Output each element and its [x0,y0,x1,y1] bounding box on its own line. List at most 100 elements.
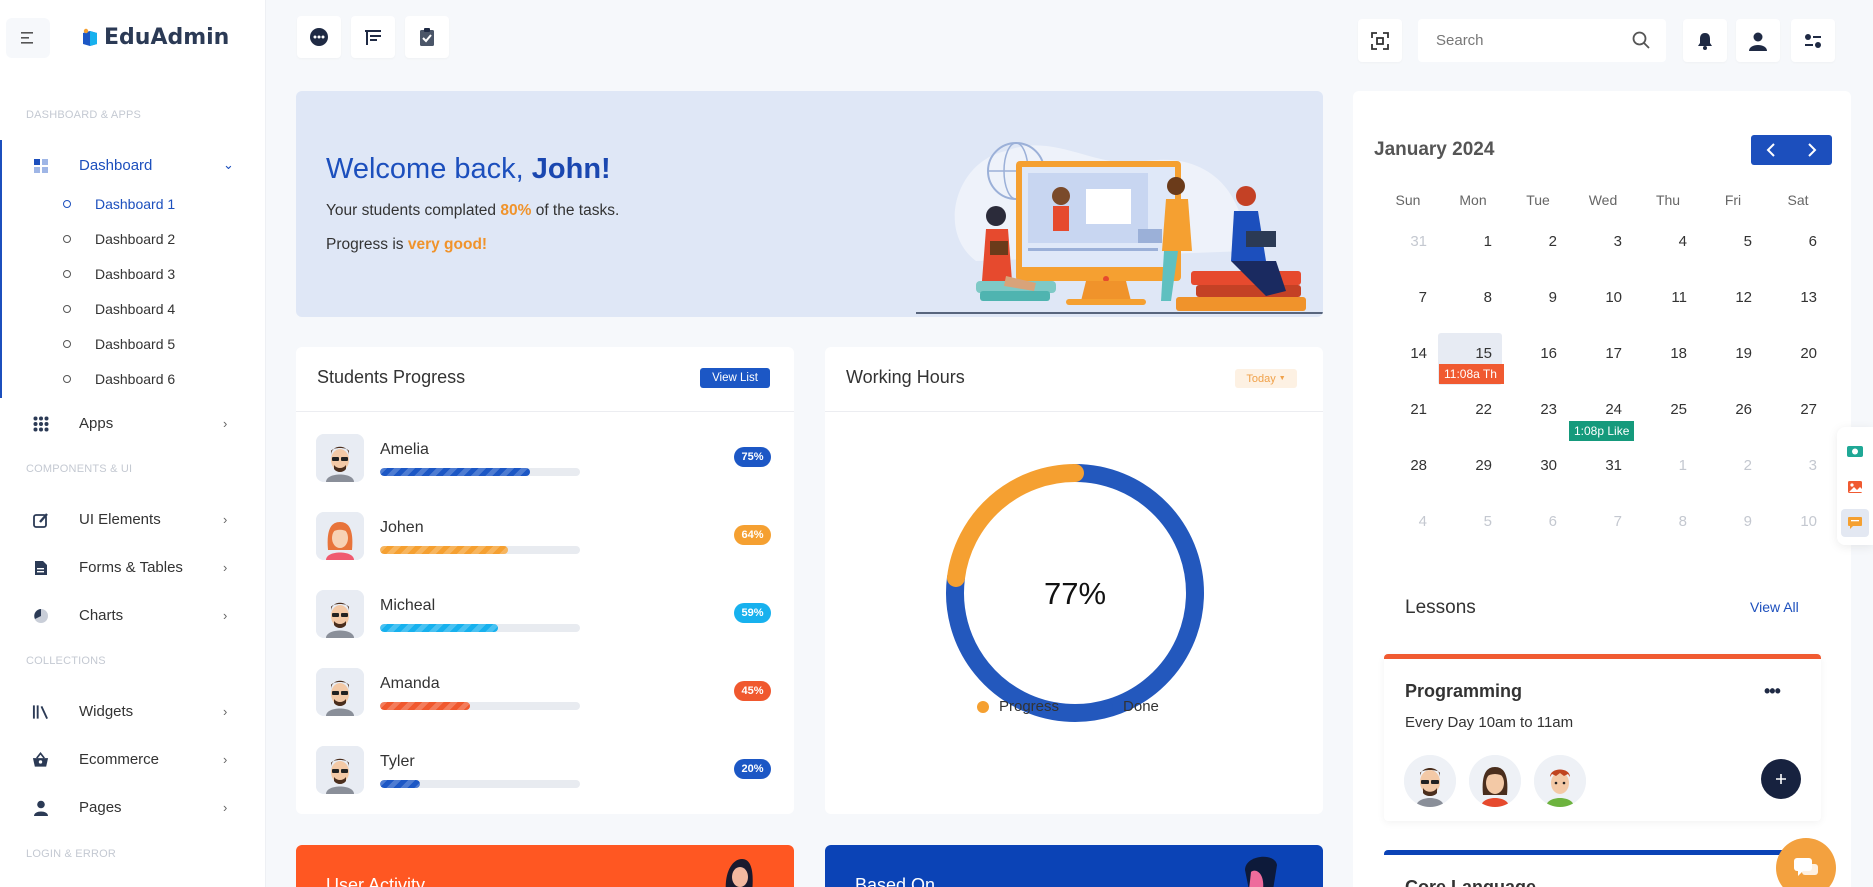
calendar-next-button[interactable] [1792,135,1833,165]
student-row[interactable]: Micheal 59% [316,590,776,640]
card-title: User Activity [326,875,426,887]
profile-button[interactable] [1736,19,1780,62]
student-row[interactable]: Amelia 75% [316,434,776,484]
menu-toggle-button[interactable] [6,18,50,58]
student-row[interactable]: Tyler 20% [316,746,776,796]
calendar-day[interactable]: 14 [1373,333,1437,385]
caret-down-icon: ▼ [1278,375,1286,382]
brand-logo[interactable]: EduAdmin [80,25,229,50]
bell-icon [1698,32,1712,50]
sidebar-subitem-dashboard-4[interactable]: Dashboard 4 [0,294,266,324]
sidebar-item-ecommerce[interactable]: Ecommerce › [0,740,266,778]
today-filter-dropdown[interactable]: Today ▼ [1235,369,1297,388]
calendar-event[interactable]: 11:08a Th [1439,364,1504,384]
calendar-day[interactable]: 7 [1568,501,1632,553]
view-list-button[interactable]: View List [700,368,770,388]
camera-button[interactable] [1841,437,1869,465]
calendar-day[interactable]: 28 [1373,445,1437,497]
calendar-day[interactable]: 6 [1503,501,1567,553]
calendar-day[interactable]: 8 [1438,277,1502,329]
calendar-day[interactable]: 22 [1438,389,1502,441]
sidebar-subitem-dashboard-1[interactable]: Dashboard 1 [0,189,266,219]
student-name: Amelia [380,441,429,458]
calendar-day[interactable]: 1 [1633,445,1697,497]
comments-button[interactable] [1841,509,1869,537]
presentation-button[interactable] [351,16,395,58]
calendar-event[interactable]: 1:08p Like [1569,421,1634,441]
calendar-day[interactable]: 10 [1763,501,1827,553]
calendar-day[interactable]: 27 [1763,389,1827,441]
add-participant-button[interactable] [1761,759,1801,799]
sidebar-item-pages[interactable]: Pages › [0,788,266,826]
calendar-day[interactable]: 19 [1698,333,1762,385]
notifications-button[interactable] [1683,19,1727,62]
calendar-day[interactable]: 2 [1503,221,1567,273]
sidebar-item-charts[interactable]: Charts › [0,596,266,634]
calendar-day[interactable]: 23 [1503,389,1567,441]
avatar[interactable] [1469,755,1521,807]
sidebar-item-ui-elements[interactable]: UI Elements › [0,500,266,538]
calendar-day[interactable]: 18 [1633,333,1697,385]
donut-segment-progress[interactable] [946,464,1084,587]
calendar-day[interactable]: 3 [1568,221,1632,273]
calendar-day[interactable]: 31 [1568,445,1632,497]
welcome-tasks-text: Your students complated 80% of the tasks… [326,202,619,220]
gallery-button[interactable] [1841,473,1869,501]
calendar-day[interactable]: 10 [1568,277,1632,329]
calendar-day[interactable]: 1 [1438,221,1502,273]
calendar-day[interactable]: 8 [1633,501,1697,553]
calendar-day[interactable]: 24 [1568,389,1632,441]
legend-dot-progress [977,700,989,713]
sidebar-subitem-dashboard-3[interactable]: Dashboard 3 [0,259,266,289]
sidebar-subitem-dashboard-5[interactable]: Dashboard 5 [0,329,266,359]
calendar-day[interactable]: 26 [1698,389,1762,441]
student-row[interactable]: Johen 64% [316,512,776,562]
fullscreen-button[interactable] [1358,19,1402,62]
calendar-day[interactable]: 29 [1438,445,1502,497]
chat-button[interactable] [297,16,341,58]
chat-fab-button[interactable] [1776,838,1836,887]
calendar-day[interactable]: 5 [1698,221,1762,273]
avatar[interactable] [1404,755,1456,807]
search-input[interactable] [1436,32,1616,49]
calendar-prev-button[interactable] [1751,135,1792,165]
calendar-day[interactable]: 9 [1698,501,1762,553]
lesson-card[interactable]: Core Language [1384,850,1821,887]
lesson-card[interactable]: Programming ••• Every Day 10am to 11am [1384,654,1821,821]
more-options-icon[interactable]: ••• [1764,681,1781,701]
tasks-button[interactable] [405,16,449,58]
calendar-day[interactable]: 4 [1373,501,1437,553]
calendar-day[interactable]: 4 [1633,221,1697,273]
calendar-day[interactable]: 12 [1698,277,1762,329]
calendar-day[interactable]: 9 [1503,277,1567,329]
search-icon[interactable] [1632,31,1650,49]
calendar-day[interactable]: 13 [1763,277,1827,329]
calendar-day[interactable]: 31 [1373,221,1437,273]
sidebar-item-widgets[interactable]: Widgets › [0,692,266,730]
calendar-day[interactable]: 16 [1503,333,1567,385]
settings-button[interactable] [1791,19,1835,62]
avatar[interactable] [1534,755,1586,807]
donut-segment-done[interactable] [946,464,1204,722]
calendar-day[interactable]: 25 [1633,389,1697,441]
weekday-header: Wed [1588,192,1618,208]
section-label-dashboard: DASHBOARD & APPS [26,109,142,121]
chevron-right-icon: › [223,511,228,527]
sidebar-item-forms-tables[interactable]: Forms & Tables › [0,548,266,586]
sidebar-subitem-dashboard-2[interactable]: Dashboard 2 [0,224,266,254]
sidebar-subitem-dashboard-6[interactable]: Dashboard 6 [0,364,266,394]
calendar-day[interactable]: 30 [1503,445,1567,497]
calendar-day[interactable]: 6 [1763,221,1827,273]
calendar-day[interactable]: 11 [1633,277,1697,329]
calendar-day[interactable]: 5 [1438,501,1502,553]
sidebar-item-dashboard[interactable]: Dashboard ⌄ [0,146,266,184]
view-all-link[interactable]: View All [1750,599,1799,615]
calendar-day[interactable]: 20 [1763,333,1827,385]
sidebar-item-apps[interactable]: Apps › [0,404,266,442]
calendar-day[interactable]: 21 [1373,389,1437,441]
calendar-day[interactable]: 3 [1763,445,1827,497]
calendar-day[interactable]: 2 [1698,445,1762,497]
student-row[interactable]: Amanda 45% [316,668,776,718]
calendar-day[interactable]: 7 [1373,277,1437,329]
calendar-day[interactable]: 17 [1568,333,1632,385]
